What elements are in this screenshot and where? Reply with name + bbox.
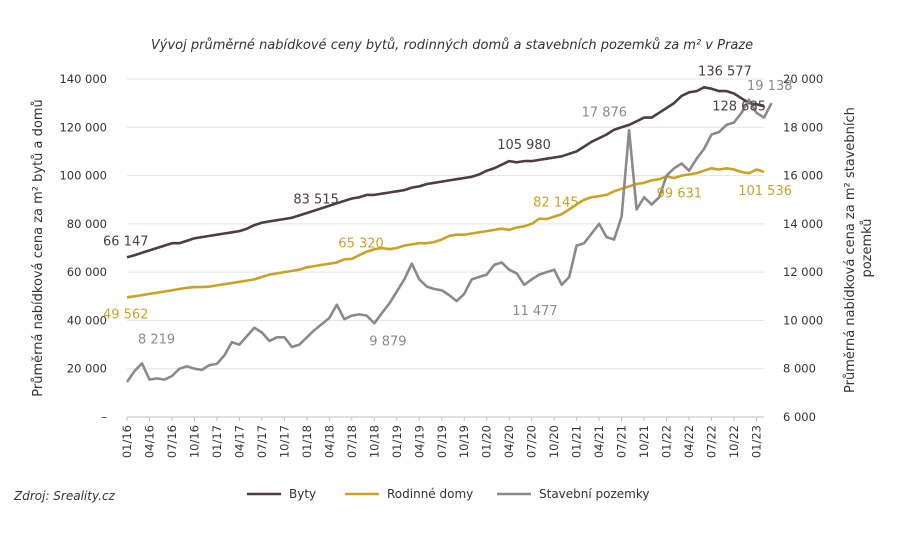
data-label: 9 879 xyxy=(369,334,406,349)
y-left-tick-label: 140 000 xyxy=(59,72,107,86)
y-left-tick-label: 60 000 xyxy=(67,265,107,279)
x-tick-label: 07/20 xyxy=(525,425,539,458)
x-tick-label: 10/20 xyxy=(547,425,561,458)
y-axis-right-label-line1: Průměrná nabídková cena za m² stavebních xyxy=(843,107,858,393)
data-label: 82 145 xyxy=(533,196,579,211)
data-label: 17 876 xyxy=(582,105,628,120)
x-tick-label: 01/20 xyxy=(480,425,494,458)
grid xyxy=(127,78,764,418)
legend-label: Rodinné domy xyxy=(387,487,473,501)
x-tick-label: 04/17 xyxy=(232,425,246,458)
y-right-tick-label: 18 000 xyxy=(783,120,823,134)
series-line-rodinné-domy xyxy=(126,167,765,299)
series-lines xyxy=(125,86,773,383)
data-label: 105 980 xyxy=(497,138,551,153)
y-right-tick-label: 20 000 xyxy=(783,72,823,86)
x-tick-label: 10/21 xyxy=(637,425,651,458)
x-tick-label: 10/18 xyxy=(367,425,381,458)
x-tick-label: 01/18 xyxy=(300,425,314,458)
x-axis: 01/16 04/16 07/16 10/16 01/17 04/17 07/17 10/17… xyxy=(120,417,764,458)
data-label: 136 577 xyxy=(698,64,752,79)
x-tick-label: 04/19 xyxy=(412,425,426,458)
y-left-tick-label: 120 000 xyxy=(59,120,107,134)
x-tick-label: 07/21 xyxy=(615,425,629,458)
y-left-tick-label: – xyxy=(101,410,107,424)
y-left-tick-label: 100 000 xyxy=(59,169,107,183)
data-label: 11 477 xyxy=(512,304,558,319)
x-tick-label: 01/23 xyxy=(750,425,764,458)
data-label: 49 562 xyxy=(103,307,149,322)
data-label: 99 631 xyxy=(657,186,703,201)
y-axis-left: – 20 000 40 000 60 000 80 000 100 000 120 000 1… xyxy=(59,72,107,424)
y-left-tick-label: 80 000 xyxy=(67,217,107,231)
y-right-tick-label: 12 000 xyxy=(783,265,823,279)
series-line-stavební-pozemky xyxy=(125,98,773,383)
y-right-tick-label: 16 000 xyxy=(783,169,823,183)
data-label: 8 219 xyxy=(138,332,175,347)
x-tick-label: 01/16 xyxy=(120,425,134,458)
chart-title: Vývoj průměrné nabídkové ceny bytů, rodi… xyxy=(151,38,753,53)
x-tick-label: 10/22 xyxy=(727,425,741,458)
x-tick-label: 07/19 xyxy=(435,425,449,458)
legend-label: Stavební pozemky xyxy=(539,487,649,501)
legend-label: Byty xyxy=(289,487,316,501)
x-tick-label: 10/16 xyxy=(187,425,201,458)
data-label: 83 515 xyxy=(293,192,339,207)
x-tick-label: 01/17 xyxy=(210,425,224,458)
x-tick-label: 07/22 xyxy=(705,425,719,458)
y-axis-right-label-line2: pozemků xyxy=(860,218,875,277)
x-tick-label: 10/19 xyxy=(457,425,471,458)
data-label: 66 147 xyxy=(103,234,149,249)
x-tick-label: 04/16 xyxy=(142,425,156,458)
y-left-tick-label: 40 000 xyxy=(67,313,107,327)
x-tick-label: 01/21 xyxy=(570,425,584,458)
y-axis-left-label: Průměrná nabídková cena za m² bytů a dom… xyxy=(31,99,46,396)
data-labels: 66 147 83 515 105 980 136 577 128 685 49 562 6… xyxy=(103,64,793,349)
series-line-byty xyxy=(126,86,765,259)
y-right-tick-label: 8 000 xyxy=(783,362,816,376)
y-left-tick-label: 20 000 xyxy=(67,362,107,376)
data-label: 19 138 xyxy=(747,79,793,94)
x-tick-label: 07/17 xyxy=(255,425,269,458)
y-right-tick-label: 10 000 xyxy=(783,313,823,327)
y-axis-right-label: Průměrná nabídková cena za m² stavebních… xyxy=(843,103,875,393)
y-right-tick-label: 14 000 xyxy=(783,217,823,231)
data-label: 128 685 xyxy=(712,99,766,114)
x-tick-label: 04/21 xyxy=(592,425,606,458)
x-tick-label: 04/22 xyxy=(682,425,696,458)
y-axis-right: 6 000 8 000 10 000 12 000 14 000 16 000 18 000… xyxy=(783,72,823,424)
x-tick-label: 10/17 xyxy=(277,425,291,458)
x-tick-label: 07/16 xyxy=(165,425,179,458)
legend: Byty Rodinné domy Stavební pozemky xyxy=(247,487,649,501)
x-tick-label: 01/22 xyxy=(660,425,674,458)
x-tick-label: 04/18 xyxy=(322,425,336,458)
x-tick-label: 04/20 xyxy=(502,425,516,458)
x-tick-label: 01/19 xyxy=(390,425,404,458)
y-right-tick-label: 6 000 xyxy=(783,410,816,424)
data-label: 65 320 xyxy=(338,236,384,251)
x-tick-label: 07/18 xyxy=(345,425,359,458)
source-note: Zdroj: Sreality.cz xyxy=(13,489,116,503)
data-label: 101 536 xyxy=(738,184,792,199)
